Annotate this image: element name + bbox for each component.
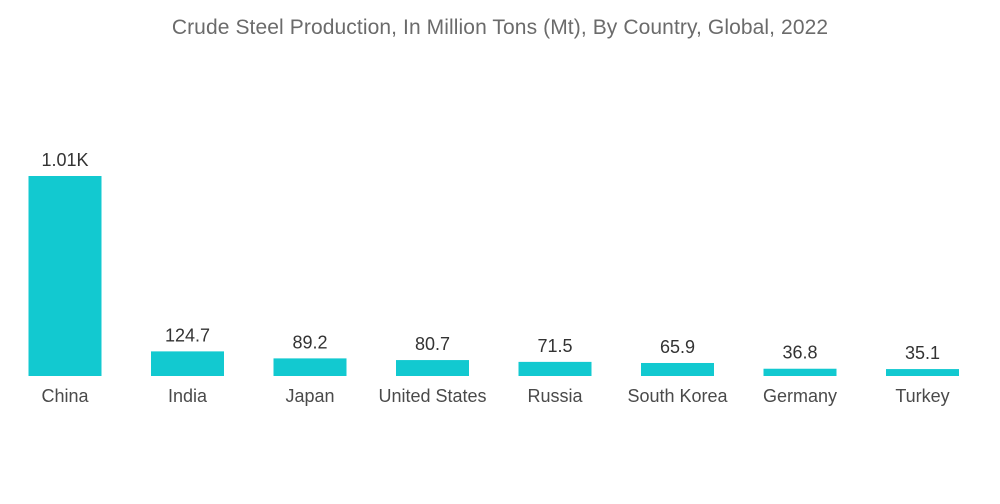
bar-japan — [273, 358, 347, 376]
value-label-china: 1.01K — [41, 150, 88, 170]
category-labels-group: China India Japan United States Russia South … — [41, 386, 949, 406]
bar-germany — [763, 368, 837, 376]
bar-south-korea — [641, 362, 714, 376]
category-label-russia: Russia — [527, 386, 583, 406]
chart-title: Crude Steel Production, In Million Tons … — [171, 16, 829, 39]
bar-india — [151, 351, 224, 376]
value-label-germany: 36.8 — [782, 343, 817, 363]
value-label-turkey: 35.1 — [905, 343, 940, 363]
value-label-japan: 89.2 — [292, 332, 327, 352]
bar-turkey — [886, 369, 959, 376]
category-label-turkey: Turkey — [895, 386, 949, 406]
bar-russia — [518, 361, 592, 376]
category-label-germany: Germany — [763, 386, 837, 406]
value-label-south-korea: 65.9 — [660, 337, 695, 357]
value-label-india: 124.7 — [165, 325, 210, 345]
bar-united-states — [396, 360, 469, 376]
bar-china — [28, 176, 102, 376]
category-label-united-states: United States — [378, 386, 486, 406]
value-label-united-states: 80.7 — [415, 334, 450, 354]
bars-group — [28, 176, 959, 376]
category-label-china: China — [41, 386, 89, 406]
value-label-russia: 71.5 — [537, 336, 572, 356]
category-label-japan: Japan — [285, 386, 334, 406]
category-label-south-korea: South Korea — [627, 386, 728, 406]
value-labels-group: 1.01K 124.7 89.2 80.7 71.5 65.9 36.8 35.1 — [41, 150, 940, 363]
category-label-india: India — [168, 386, 208, 406]
